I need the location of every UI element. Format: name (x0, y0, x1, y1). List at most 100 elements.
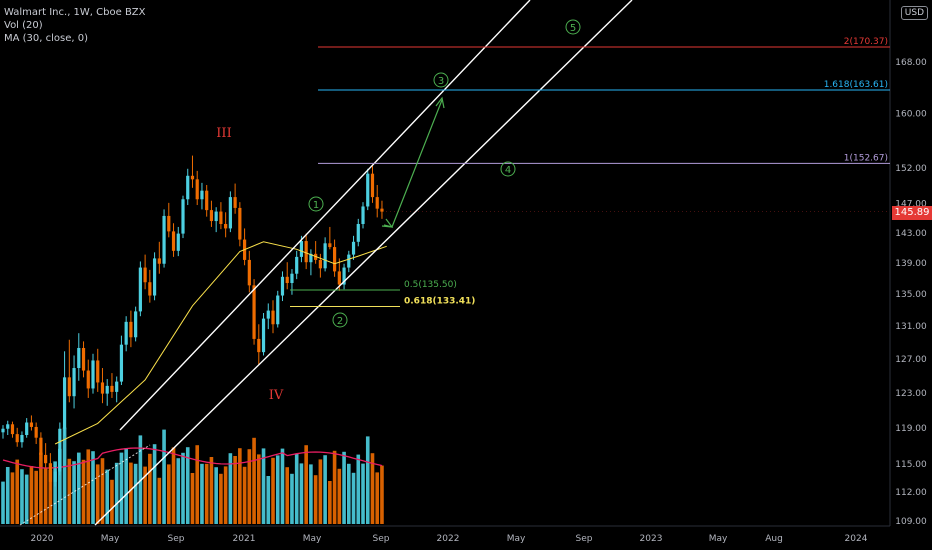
price-tick-label: 147.00 (895, 200, 927, 210)
volume-bar (380, 465, 384, 524)
candle (314, 241, 318, 264)
volume-bar (318, 459, 323, 524)
legend-volume[interactable]: Vol (20) (4, 20, 43, 31)
volume-bar (67, 458, 72, 524)
candle-body (323, 243, 327, 269)
volume-bar (5, 467, 10, 524)
candle (209, 200, 214, 227)
volume-bar (209, 457, 214, 524)
volume-bar (53, 461, 57, 524)
volume-bar (86, 449, 91, 524)
candle-body (15, 434, 19, 443)
candle-body (124, 321, 128, 345)
legend-moving-average[interactable]: MA (30, close, 0) (4, 33, 89, 44)
volume-bar (39, 452, 43, 524)
candle (276, 290, 280, 328)
volume-bar (143, 466, 147, 524)
volume-bar (294, 453, 299, 524)
volume-bar (62, 427, 67, 524)
wave-label-w3: 3 (438, 76, 444, 87)
candle (214, 207, 218, 233)
volume-bar (242, 466, 247, 524)
candle (86, 359, 90, 398)
time-tick-label: 2022 (437, 534, 460, 544)
candle (119, 335, 124, 386)
candle (280, 271, 285, 302)
wave-circle (500, 161, 516, 177)
chart-legend: Walmart Inc., 1W, Cboe BZX Vol (20) MA (… (4, 6, 146, 45)
volume-bar (10, 472, 15, 524)
candle (224, 212, 228, 238)
candle-body (91, 360, 95, 389)
candle (58, 422, 62, 476)
candle (266, 303, 270, 330)
candle-body (219, 211, 223, 224)
candle-body (6, 424, 10, 429)
volume-bar (342, 451, 346, 524)
candle (143, 254, 147, 290)
candle-body (129, 321, 133, 338)
currency-badge[interactable]: USD (900, 6, 928, 20)
candle-body (20, 435, 24, 443)
candle-body (304, 241, 308, 263)
time-tick-label: Sep (576, 534, 593, 544)
wave-label-w5: 5 (570, 23, 576, 34)
fib-level-label: 1.618(163.61) (824, 80, 888, 90)
candle-body (181, 199, 185, 234)
candle-body (238, 207, 242, 240)
candle-body (34, 426, 38, 438)
volume-bar (119, 452, 124, 524)
volume-bar (204, 463, 209, 524)
candle (20, 431, 24, 448)
candle (162, 209, 166, 268)
candle-body (148, 282, 152, 296)
candle-body (309, 253, 313, 263)
candle (328, 226, 332, 250)
candle-body (252, 285, 256, 339)
volume-bar (15, 459, 20, 524)
candle (323, 237, 327, 272)
candle (53, 465, 57, 487)
candle-body (280, 276, 285, 296)
channel-upper-line (119, 0, 531, 431)
candle (356, 218, 360, 247)
candle-body (257, 338, 261, 353)
volume-bar (347, 463, 351, 524)
candle-body (224, 223, 228, 229)
candle (271, 300, 275, 334)
candle (366, 168, 370, 211)
candle (44, 443, 48, 468)
volume-bar (370, 453, 375, 524)
volume-bar (166, 464, 171, 524)
wave-circle (332, 312, 348, 328)
candle (67, 339, 71, 403)
ma30-line (54, 241, 387, 445)
candle-body (266, 310, 270, 319)
volume-bar (337, 468, 342, 524)
volume-bar (176, 458, 181, 524)
projection-arrowhead (435, 96, 445, 109)
candle (129, 310, 133, 348)
wave-circle (433, 72, 449, 88)
candle-body (167, 215, 171, 232)
volume-bar (290, 473, 294, 524)
channel-lower-line (94, 0, 633, 526)
wave-circle (565, 19, 581, 35)
volume-bar (91, 451, 95, 524)
wave-label-w2: 2 (337, 316, 343, 327)
candle-body (53, 471, 57, 482)
candle-body (96, 360, 100, 383)
price-tick-label: 127.00 (895, 355, 927, 365)
candle (242, 228, 247, 266)
volume-bar (233, 456, 237, 524)
volume-bar (351, 472, 356, 524)
volume-bar (110, 479, 114, 524)
candle-body (105, 385, 109, 394)
fib-level-label: 2(170.37) (844, 37, 888, 47)
legend-symbol[interactable]: Walmart Inc., 1W, Cboe BZX (4, 7, 146, 18)
volume-bar (313, 475, 318, 524)
volume-bar (181, 452, 185, 524)
volume-bar (24, 474, 29, 524)
